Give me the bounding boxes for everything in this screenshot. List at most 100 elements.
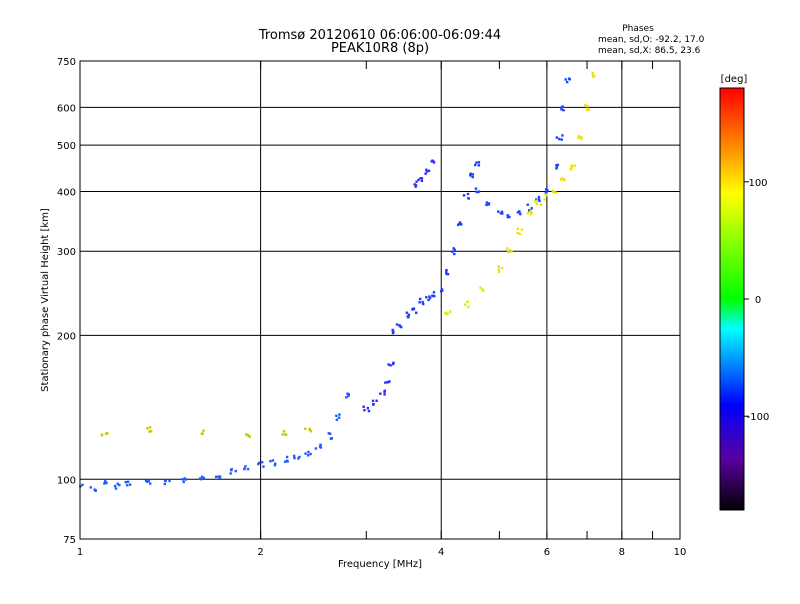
data-point	[446, 312, 449, 315]
data-point	[345, 396, 348, 399]
data-point	[118, 483, 121, 487]
data-point	[391, 362, 395, 366]
data-point	[501, 212, 504, 215]
data-point	[273, 463, 277, 467]
data-point	[163, 482, 166, 486]
data-point	[474, 163, 477, 167]
data-point	[440, 289, 444, 292]
data-point	[184, 478, 187, 481]
data-point	[319, 446, 323, 449]
data-point	[475, 161, 478, 164]
data-point	[560, 108, 563, 111]
data-point	[445, 270, 448, 274]
data-point	[577, 136, 580, 140]
data-point	[148, 430, 151, 433]
data-point	[245, 433, 248, 436]
data-point	[584, 103, 587, 107]
data-point	[148, 426, 152, 429]
data-point	[269, 459, 272, 463]
data-point	[471, 173, 474, 176]
data-point	[200, 475, 204, 479]
data-point	[466, 192, 470, 196]
data-point	[427, 169, 431, 173]
data-point	[371, 399, 375, 403]
data-point	[544, 191, 548, 194]
data-point	[116, 482, 119, 486]
data-point	[508, 215, 511, 219]
data-point	[414, 185, 417, 188]
data-point	[418, 301, 421, 304]
data-point	[529, 209, 532, 213]
data-point	[383, 389, 386, 393]
data-point	[372, 403, 375, 406]
data-point	[247, 434, 250, 438]
data-point	[106, 431, 109, 435]
colorbar	[719, 87, 745, 511]
data-point	[564, 78, 567, 81]
data-point	[462, 194, 466, 197]
data-point	[113, 484, 117, 488]
data-point	[147, 480, 150, 483]
y-tick-label: 300	[57, 247, 76, 258]
data-point	[445, 268, 448, 272]
data-point	[124, 480, 128, 484]
data-point	[285, 455, 289, 459]
data-point	[387, 363, 390, 366]
data-point	[457, 223, 460, 227]
data-point	[308, 427, 311, 431]
data-point	[569, 168, 573, 171]
data-point	[262, 465, 265, 468]
data-point	[537, 195, 541, 199]
data-point	[460, 223, 463, 226]
x-tick-label: 4	[438, 547, 444, 558]
data-point	[593, 74, 596, 78]
data-point	[384, 381, 387, 384]
data-point	[539, 203, 543, 206]
data-point	[497, 268, 500, 271]
y-tick-label: 400	[57, 187, 76, 198]
data-point	[307, 450, 310, 454]
data-point	[421, 302, 425, 306]
x-tick-label: 6	[544, 547, 550, 558]
data-point	[297, 457, 300, 460]
data-point	[182, 480, 185, 484]
data-point	[428, 296, 432, 300]
data-point	[282, 430, 286, 433]
data-point	[307, 454, 310, 457]
phases-x-mode-stats: mean, sd,X: 86.5, 23.6	[598, 46, 701, 56]
data-point	[414, 184, 418, 187]
data-point	[424, 172, 427, 175]
data-point	[534, 200, 537, 203]
data-point	[304, 452, 307, 455]
data-point	[485, 203, 488, 207]
y-tick-label: 600	[57, 103, 76, 114]
data-point	[568, 78, 572, 81]
data-point	[260, 461, 264, 464]
data-point	[126, 480, 130, 483]
colorbar-tick-label: 100	[748, 178, 767, 189]
data-point	[419, 177, 422, 180]
data-point	[427, 298, 430, 302]
data-point	[497, 265, 500, 268]
data-point	[391, 328, 394, 332]
data-point	[417, 178, 420, 182]
data-point	[544, 188, 548, 191]
data-point	[499, 212, 503, 215]
data-point	[283, 460, 287, 463]
data-point	[476, 190, 479, 194]
data-point	[458, 221, 462, 224]
data-point	[149, 482, 152, 485]
data-point	[452, 247, 455, 250]
data-point	[591, 71, 595, 75]
data-point	[497, 270, 501, 274]
data-point	[467, 197, 470, 200]
data-point	[392, 330, 395, 334]
data-point	[543, 198, 546, 201]
data-point	[329, 437, 333, 440]
y-tick-label: 200	[57, 331, 76, 342]
data-point	[561, 105, 565, 108]
data-point	[383, 393, 386, 396]
data-point	[444, 312, 448, 316]
data-point	[257, 462, 260, 466]
data-point	[246, 467, 250, 471]
